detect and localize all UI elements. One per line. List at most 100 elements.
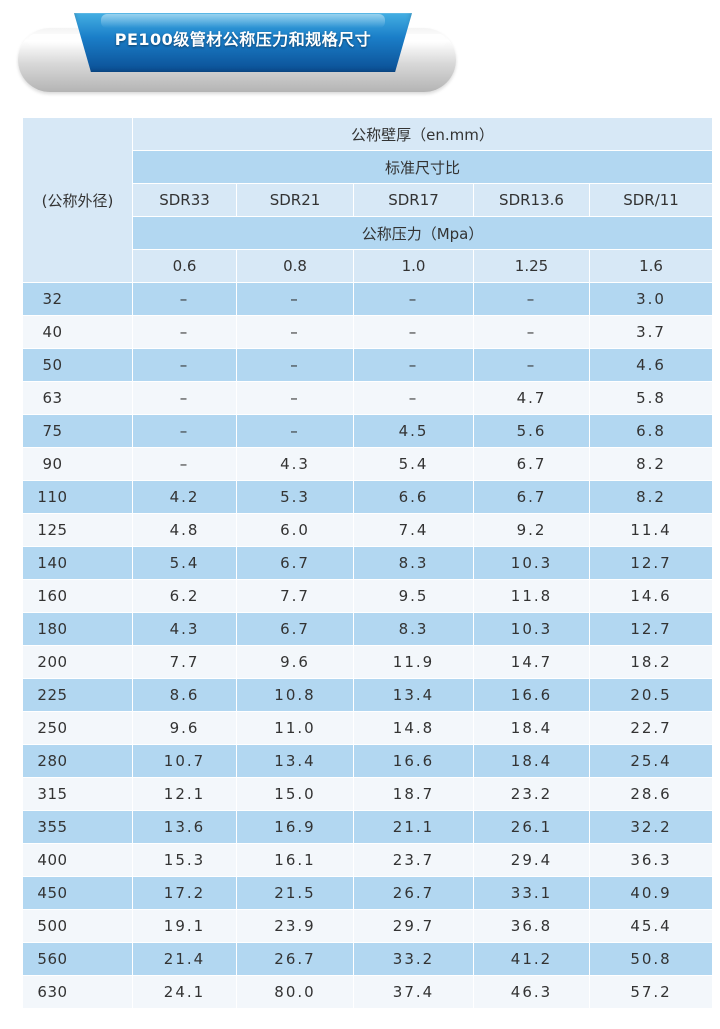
thickness-cell: 57.2: [588, 975, 714, 1009]
thickness-cell: –: [353, 381, 474, 415]
thickness-cell: 4.3: [132, 612, 237, 646]
thickness-cell: 13.4: [236, 744, 354, 778]
thickness-cell: 3.0: [588, 282, 714, 316]
thickness-cell: 15.3: [132, 843, 237, 877]
thickness-cell: 10.3: [473, 612, 590, 646]
thickness-cell: 11.9: [353, 645, 474, 679]
sdr-value: SDR33: [132, 183, 237, 217]
thickness-cell: 21.5: [236, 876, 354, 910]
pressure-value: 1.0: [353, 249, 474, 283]
outer-diameter-cell: 225: [22, 678, 133, 712]
outer-diameter-cell: 90: [22, 447, 133, 481]
thickness-cell: 7.4: [353, 513, 474, 547]
outer-diameter-cell: 250: [22, 711, 133, 745]
thickness-cell: 4.7: [473, 381, 590, 415]
thickness-cell: 12.7: [588, 546, 714, 580]
thickness-cell: 6.0: [236, 513, 354, 547]
thickness-cell: 9.6: [132, 711, 237, 745]
table-row: 400 15.3 16.1 23.7 29.4 36.3: [22, 843, 714, 877]
thickness-cell: 14.8: [353, 711, 474, 745]
thickness-cell: 9.2: [473, 513, 590, 547]
thickness-cell: 41.2: [473, 942, 590, 976]
thickness-cell: 36.8: [473, 909, 590, 943]
thickness-cell: 17.2: [132, 876, 237, 910]
outer-diameter-cell: 110: [22, 480, 133, 514]
header-row-sdr-label: 标准尺寸比: [23, 150, 714, 184]
thickness-cell: 11.0: [236, 711, 354, 745]
thickness-cell: 12.7: [588, 612, 714, 646]
thickness-cell: 5.4: [353, 447, 474, 481]
title-plate: [74, 13, 412, 72]
header-row-sdr-values: SDR33 SDR21 SDR17 SDR13.6 SDR/11: [23, 183, 714, 217]
outer-diameter-cell: 355: [22, 810, 133, 844]
outer-diameter-cell: 200: [22, 645, 133, 679]
thickness-cell: –: [132, 381, 237, 415]
thickness-cell: 9.6: [236, 645, 354, 679]
table-row: 315 12.1 15.0 18.7 23.2 28.6: [22, 777, 714, 811]
thickness-cell: 10.3: [473, 546, 590, 580]
outer-diameter-cell: 40: [22, 315, 133, 349]
thickness-cell: –: [473, 282, 590, 316]
outer-diameter-cell: 32: [22, 282, 133, 316]
outer-diameter-cell: 180: [22, 612, 133, 646]
spec-table-container: (公称外径) 公称壁厚（en.mm） 标准尺寸比 SDR33 SDR21 SDR…: [22, 117, 714, 1009]
table-row: 140 5.4 6.7 8.3 10.3 12.7: [22, 546, 714, 580]
thickness-cell: 6.2: [132, 579, 237, 613]
thickness-cell: –: [353, 315, 474, 349]
sdr-value: SDR13.6: [473, 183, 590, 217]
thickness-cell: 36.3: [588, 843, 714, 877]
thickness-cell: –: [132, 282, 237, 316]
thickness-cell: 4.3: [236, 447, 354, 481]
thickness-cell: 26.7: [236, 942, 354, 976]
thickness-cell: 7.7: [236, 579, 354, 613]
thickness-cell: 6.7: [236, 546, 354, 580]
thickness-cell: 6.7: [473, 447, 590, 481]
thickness-cell: 26.1: [473, 810, 590, 844]
thickness-cell: 23.7: [353, 843, 474, 877]
table-row: 110 4.2 5.3 6.6 6.7 8.2: [22, 480, 714, 514]
thickness-cell: 18.4: [473, 744, 590, 778]
thickness-cell: –: [132, 447, 237, 481]
thickness-cell: 4.2: [132, 480, 237, 514]
table-row: 32– – – –3.0: [22, 282, 714, 316]
thickness-cell: 25.4: [588, 744, 714, 778]
thickness-cell: 29.4: [473, 843, 590, 877]
header-row-pressure-label: 公称压力（Mpa）: [23, 216, 714, 250]
thickness-cell: 6.6: [353, 480, 474, 514]
thickness-cell: –: [236, 381, 354, 415]
table-row: 200 7.7 9.6 11.9 14.7 18.2: [22, 645, 714, 679]
thickness-cell: 40.9: [588, 876, 714, 910]
wall-thickness-header: 公称壁厚（en.mm）: [131, 117, 714, 151]
thickness-cell: 16.9: [236, 810, 354, 844]
thickness-cell: 22.7: [588, 711, 714, 745]
thickness-cell: 7.7: [132, 645, 237, 679]
sdr-header: 标准尺寸比: [131, 150, 714, 184]
thickness-cell: 18.4: [473, 711, 590, 745]
thickness-cell: 5.8: [588, 381, 714, 415]
thickness-cell: 11.4: [588, 513, 714, 547]
thickness-cell: 33.2: [353, 942, 474, 976]
outer-diameter-cell: 63: [22, 381, 133, 415]
title-banner: PE100级管材公称压力和规格尺寸: [18, 8, 456, 92]
table-row: 280 10.7 13.4 16.6 18.4 25.4: [22, 744, 714, 778]
thickness-cell: 37.4: [353, 975, 474, 1009]
thickness-cell: 33.1: [473, 876, 590, 910]
pressure-value: 1.6: [588, 249, 714, 283]
table-row: 500 19.1 23.9 29.7 36.8 45.4: [22, 909, 714, 943]
thickness-cell: 4.6: [588, 348, 714, 382]
thickness-cell: 46.3: [473, 975, 590, 1009]
thickness-cell: –: [236, 315, 354, 349]
sdr-value: SDR/11: [588, 183, 714, 217]
thickness-cell: 6.7: [236, 612, 354, 646]
thickness-cell: 18.7: [353, 777, 474, 811]
pressure-value: 1.25: [473, 249, 590, 283]
thickness-cell: 14.6: [588, 579, 714, 613]
thickness-cell: 5.3: [236, 480, 354, 514]
table-header: (公称外径) 公称壁厚（en.mm） 标准尺寸比 SDR33 SDR21 SDR…: [22, 117, 714, 283]
thickness-cell: 20.5: [588, 678, 714, 712]
thickness-cell: 10.8: [236, 678, 354, 712]
table-row: 560 21.4 26.7 33.2 41.2 50.8: [22, 942, 714, 976]
sdr-value: SDR21: [236, 183, 354, 217]
thickness-cell: 8.2: [588, 480, 714, 514]
table-row: 160 6.2 7.7 9.5 11.8 14.6: [22, 579, 714, 613]
